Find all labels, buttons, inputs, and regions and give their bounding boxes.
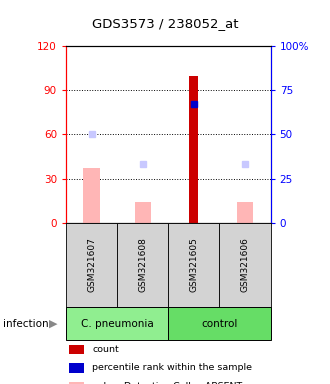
Text: control: control: [201, 318, 238, 329]
Text: percentile rank within the sample: percentile rank within the sample: [92, 363, 252, 372]
Text: value, Detection Call = ABSENT: value, Detection Call = ABSENT: [92, 382, 243, 384]
Text: GSM321605: GSM321605: [189, 238, 198, 292]
Bar: [237, 202, 253, 223]
Text: GSM321607: GSM321607: [87, 238, 96, 292]
Bar: [189, 76, 198, 223]
Bar: [83, 168, 100, 223]
Bar: [135, 202, 151, 223]
Text: ▶: ▶: [49, 318, 57, 329]
Text: count: count: [92, 345, 119, 354]
Text: infection: infection: [3, 318, 49, 329]
Text: GDS3573 / 238052_at: GDS3573 / 238052_at: [92, 17, 238, 30]
Text: GSM321606: GSM321606: [241, 238, 249, 292]
Text: GSM321608: GSM321608: [138, 238, 147, 292]
Text: C. pneumonia: C. pneumonia: [81, 318, 153, 329]
